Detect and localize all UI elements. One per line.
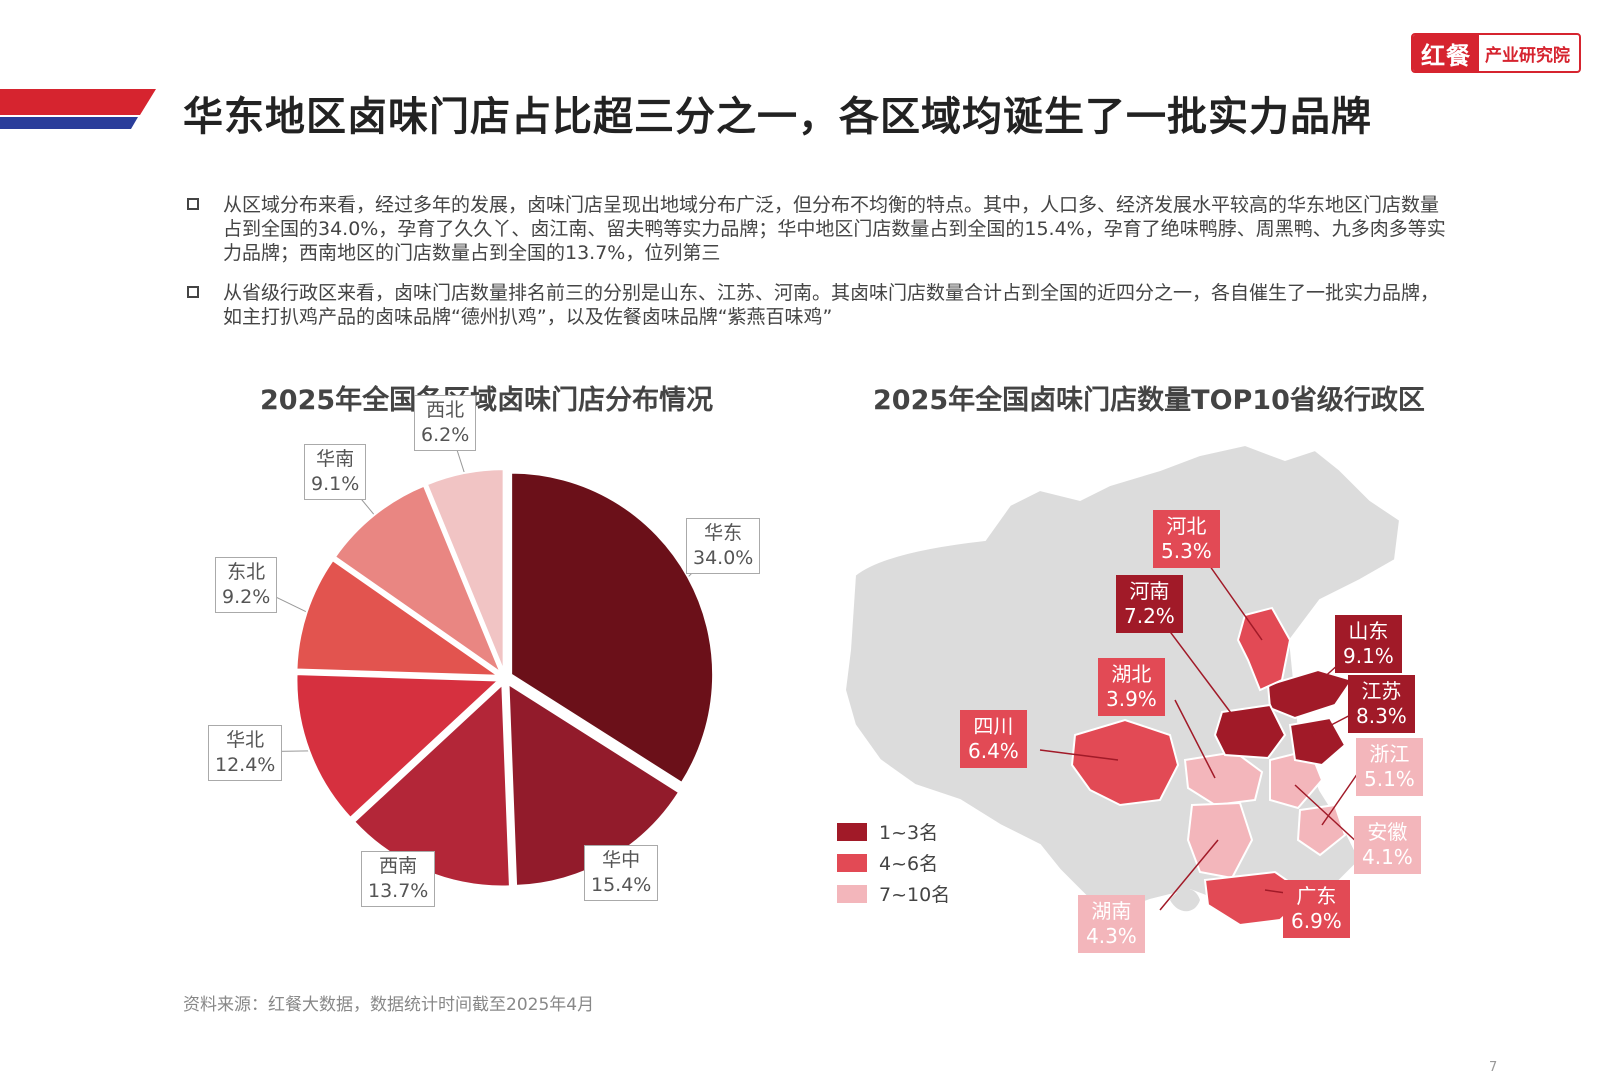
pie-label-category: 西北 [426, 399, 465, 421]
pie-label-category: 华北 [226, 729, 265, 751]
map-label-value: 6.9% [1291, 909, 1342, 933]
pie-label-value: 13.7% [368, 880, 429, 902]
brand-logo: 红餐 产业研究院 [1411, 33, 1581, 73]
brand-logo-text: 产业研究院 [1485, 45, 1570, 66]
pie-label-category: 西南 [379, 855, 418, 877]
pie-data-label: 华南 9.1% [304, 444, 367, 500]
bullet-box-icon [187, 198, 199, 210]
map-region-guangdong [1203, 870, 1310, 927]
legend-item: 1~3名 [837, 816, 950, 847]
pie-label-value: 15.4% [591, 874, 652, 896]
map-label-name: 河北 [1166, 514, 1207, 538]
map-label-hunan: 湖南 4.3% [1078, 895, 1145, 953]
map-label-name: 安徽 [1367, 820, 1408, 844]
map-label-name: 湖北 [1111, 662, 1152, 686]
legend-item: 7~10名 [837, 878, 950, 909]
pie-slice-华东 [510, 471, 715, 785]
map-label-zhejiang: 浙江 5.1% [1356, 738, 1423, 796]
pie-label-value: 9.2% [222, 586, 271, 608]
map-region-jiangsu [1288, 716, 1347, 767]
map-label-guangdong: 广东 6.9% [1283, 880, 1350, 938]
map-label-value: 8.3% [1356, 704, 1407, 728]
pie-label-category: 华中 [602, 849, 641, 871]
bullet-point: 从省级行政区来看，卤味门店数量排名前三的分别是山东、江苏、河南。其卤味门店数量合… [187, 281, 1457, 329]
map-label-name: 四川 [973, 714, 1014, 738]
map-label-hubei: 湖北 3.9% [1098, 658, 1165, 716]
map-label-shandong: 山东 9.1% [1335, 615, 1402, 673]
map-label-value: 7.2% [1124, 604, 1175, 628]
pie-chart-title: 2025年全国各区域卤味门店分布情况 [260, 385, 714, 416]
legend-label: 4~6名 [879, 853, 939, 875]
map-label-value: 3.9% [1106, 687, 1157, 711]
legend-swatch [837, 884, 867, 903]
map-legend: 1~3名 4~6名 7~10名 [837, 816, 950, 909]
pie-slice-东北 [295, 558, 502, 677]
pie-label-value: 9.1% [311, 473, 360, 495]
pie-data-label: 西北 6.2% [414, 395, 477, 451]
pie-label-category: 华南 [316, 448, 355, 470]
map-label-name: 浙江 [1369, 742, 1410, 766]
data-source-note: 资料来源：红餐大数据，数据统计时间截至2025年4月 [183, 995, 595, 1015]
pie-slice-西北 [425, 468, 505, 672]
pie-label-category: 东北 [227, 561, 266, 583]
map-label-value: 9.1% [1343, 644, 1394, 668]
map-label-jiangsu: 江苏 8.3% [1348, 675, 1415, 733]
pie-label-category: 华东 [704, 522, 743, 544]
header-stripe [0, 89, 156, 129]
map-region-henan [1213, 703, 1287, 760]
map-label-hebei: 河北 5.3% [1153, 510, 1220, 568]
map-region-hebei [1236, 606, 1292, 692]
pie-data-label: 华东 34.0% [686, 518, 761, 574]
map-label-value: 4.1% [1362, 845, 1413, 869]
map-label-anhui: 安徽 4.1% [1354, 816, 1421, 874]
map-region-zhejiang [1296, 803, 1347, 857]
pie-slice-华北 [295, 673, 501, 820]
map-label-name: 河南 [1129, 579, 1170, 603]
map-label-name: 江苏 [1361, 679, 1402, 703]
bullet-text: 从省级行政区来看，卤味门店数量排名前三的分别是山东、江苏、河南。其卤味门店数量合… [223, 282, 1440, 328]
map-chart-title: 2025年全国卤味门店数量TOP10省级行政区 [873, 385, 1425, 416]
pie-data-label: 华中 15.4% [584, 845, 659, 901]
pie-label-value: 34.0% [693, 547, 754, 569]
bullet-point: 从区域分布来看，经过多年的发展，卤味门店呈现出地域分布广泛，但分布不均衡的特点。… [187, 193, 1457, 265]
pie-label-value: 6.2% [421, 424, 470, 446]
bullet-text: 从区域分布来看，经过多年的发展，卤味门店呈现出地域分布广泛，但分布不均衡的特点。… [223, 194, 1446, 264]
legend-swatch [837, 853, 867, 872]
map-region-sichuan [1070, 718, 1180, 807]
map-label-name: 广东 [1296, 884, 1337, 908]
legend-item: 4~6名 [837, 847, 950, 878]
pie-slice-华南 [333, 484, 503, 676]
legend-label: 7~10名 [879, 884, 951, 906]
map-hainan-region [1170, 888, 1200, 912]
map-label-name: 湖南 [1091, 899, 1132, 923]
pie-data-label: 华北 12.4% [208, 725, 283, 781]
pie-data-label: 东北 9.2% [215, 557, 278, 613]
brand-logo-mark: 红餐 [1413, 35, 1479, 71]
bullet-box-icon [187, 286, 199, 298]
map-label-sichuan: 四川 6.4% [960, 710, 1027, 768]
map-label-value: 6.4% [968, 739, 1019, 763]
map-label-henan: 河南 7.2% [1116, 575, 1183, 633]
map-label-value: 5.1% [1364, 767, 1415, 791]
page-title: 华东地区卤味门店占比超三分之一，各区域均诞生了一批实力品牌 [183, 94, 1372, 140]
page-number: 7 [1489, 1060, 1498, 1075]
pie-label-value: 12.4% [215, 754, 276, 776]
map-label-value: 4.3% [1086, 924, 1137, 948]
map-label-value: 5.3% [1161, 539, 1212, 563]
legend-swatch [837, 822, 867, 841]
map-label-name: 山东 [1348, 619, 1389, 643]
legend-label: 1~3名 [879, 822, 939, 844]
pie-data-label: 西南 13.7% [361, 851, 436, 907]
